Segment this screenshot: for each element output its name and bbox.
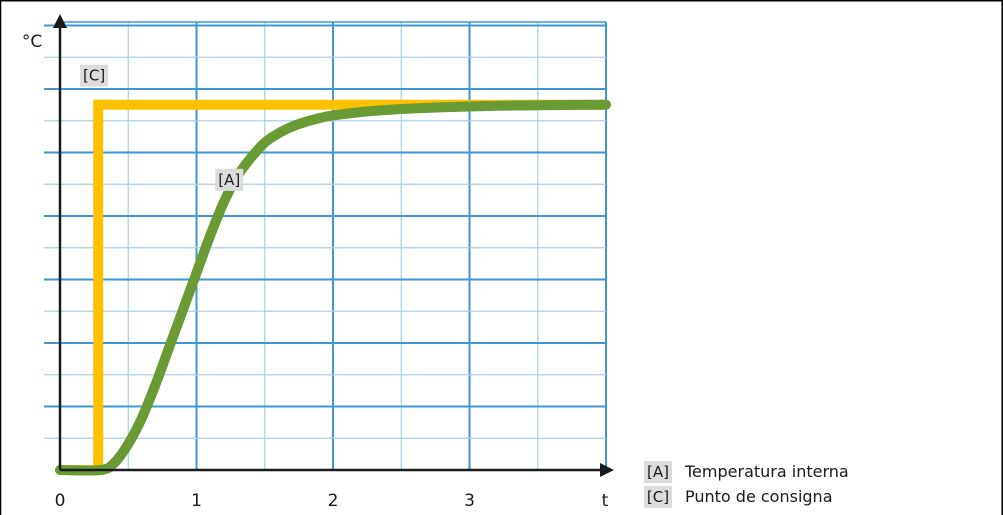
legend-key: [A] xyxy=(647,463,669,481)
legend-key-box xyxy=(644,461,672,483)
annotation-label: [A] xyxy=(218,171,240,189)
legend: [A] Temperatura interna [C] Punto de consig… xyxy=(644,461,849,508)
annotation-box xyxy=(215,168,244,191)
series-line-temperatura-interna xyxy=(55,99,611,476)
x-axis-label: t xyxy=(602,491,609,511)
y-axis-label: °C xyxy=(22,32,42,52)
grid xyxy=(44,21,607,470)
x-tick-label: 1 xyxy=(191,491,202,511)
legend-entry-text: Punto de consigna xyxy=(685,487,833,506)
x-tick-label: 0 xyxy=(55,491,66,511)
x-axis-arrowhead xyxy=(600,463,614,477)
legend-key-box xyxy=(644,486,672,508)
legend-key: [C] xyxy=(647,488,669,506)
legend-entry-text: Temperatura interna xyxy=(684,462,849,481)
annotation-label: [C] xyxy=(83,67,105,85)
annotations: [C] [A] xyxy=(80,64,244,191)
axes xyxy=(53,14,614,477)
annotation-box xyxy=(80,64,109,87)
y-axis-arrowhead xyxy=(53,14,67,28)
axis-labels: 0 1 2 3 t °C xyxy=(22,32,609,511)
x-tick-label: 2 xyxy=(328,491,339,511)
x-tick-label: 3 xyxy=(464,491,475,511)
